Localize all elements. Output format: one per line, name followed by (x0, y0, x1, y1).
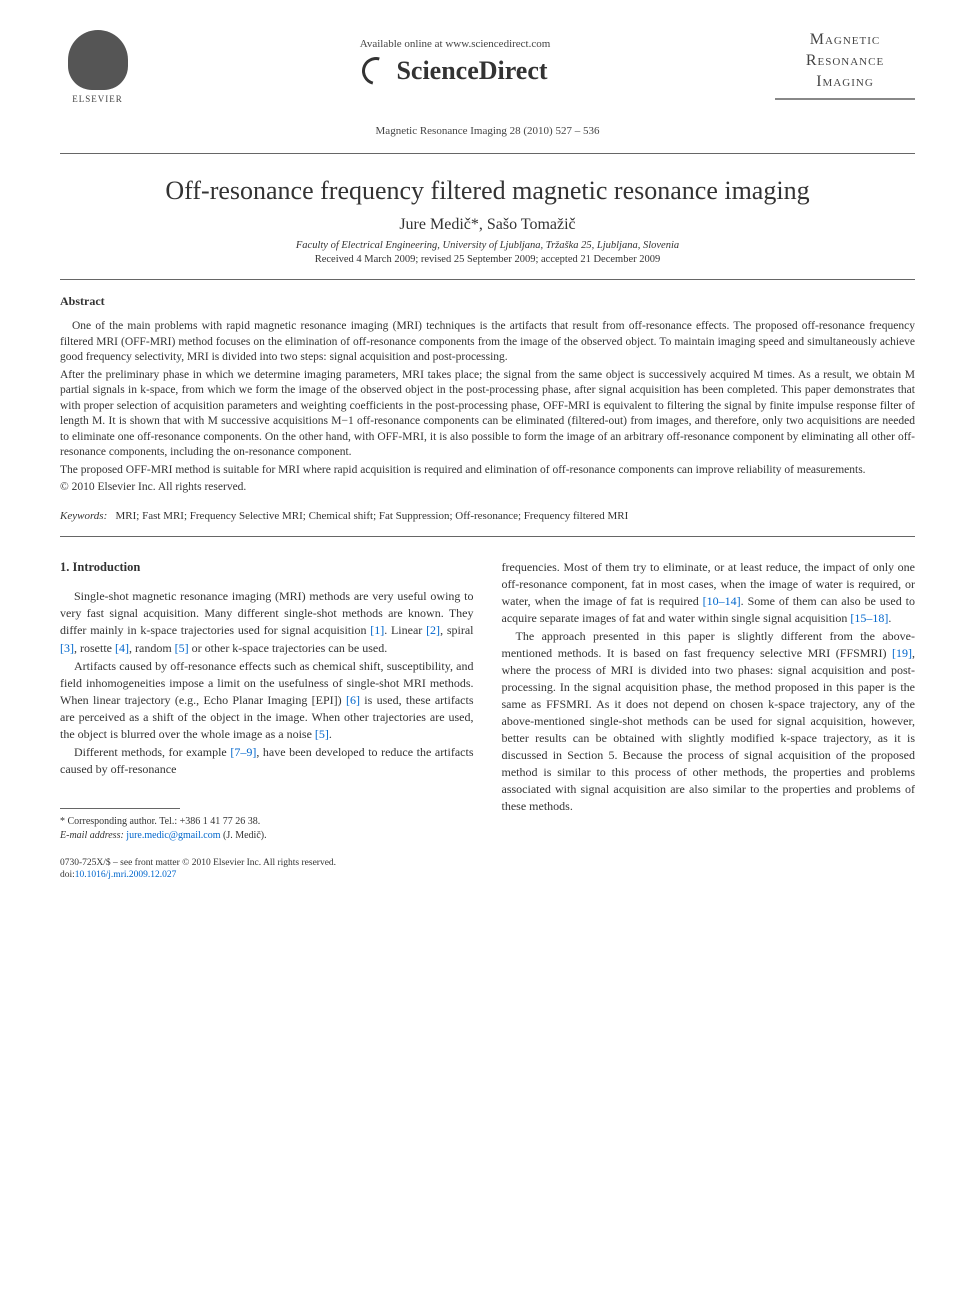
abstract-copyright: © 2010 Elsevier Inc. All rights reserved… (60, 480, 915, 496)
ref-link[interactable]: [1] (370, 623, 384, 637)
keywords-label: Keywords: (60, 510, 107, 522)
front-matter-line1: 0730-725X/$ – see front matter © 2010 El… (60, 857, 474, 869)
footnotes: * Corresponding author. Tel.: +386 1 41 … (60, 815, 474, 843)
email-line: E-mail address: jure.medic@gmail.com (J.… (60, 829, 474, 843)
journal-logo: Magnetic Resonance Imaging (775, 30, 915, 100)
abstract-p2: After the preliminary phase in which we … (60, 368, 915, 461)
email-suffix: (J. Medič). (220, 830, 266, 841)
email-link[interactable]: jure.medic@gmail.com (126, 830, 220, 841)
ref-link[interactable]: [10–14] (703, 594, 741, 608)
platform-logo: ScienceDirect (362, 56, 547, 86)
ref-link[interactable]: [4] (115, 641, 129, 655)
article-affiliation: Faculty of Electrical Engineering, Unive… (60, 240, 915, 251)
body-columns: 1. Introduction Single-shot magnetic res… (60, 559, 915, 882)
elsevier-tree-icon (68, 30, 128, 90)
doi-label: doi: (60, 870, 75, 880)
top-rule (60, 153, 915, 154)
front-matter: 0730-725X/$ – see front matter © 2010 El… (60, 857, 474, 882)
publisher-logo: ELSEVIER (60, 30, 135, 115)
ref-link[interactable]: [2] (426, 623, 440, 637)
header-row: ELSEVIER Available online at www.science… (60, 30, 915, 115)
corresponding-author: * Corresponding author. Tel.: +386 1 41 … (60, 815, 474, 829)
article-dates: Received 4 March 2009; revised 25 Septem… (60, 254, 915, 265)
body-left-p2: Artifacts caused by off-resonance effect… (60, 658, 474, 743)
doi-link[interactable]: 10.1016/j.mri.2009.12.027 (75, 870, 177, 880)
keywords-block: Keywords: MRI; Fast MRI; Frequency Selec… (60, 510, 915, 522)
publisher-logo-text: ELSEVIER (72, 94, 123, 104)
abstract-label: Abstract (60, 294, 915, 309)
ref-link[interactable]: [15–18] (850, 611, 888, 625)
abstract-body: One of the main problems with rapid magn… (60, 319, 915, 496)
abstract-p3: The proposed OFF-MRI method is suitable … (60, 463, 915, 479)
ref-link[interactable]: [5] (175, 641, 189, 655)
body-left-p3: Different methods, for example [7–9], ha… (60, 744, 474, 778)
journal-name-line1: Magnetic (775, 30, 915, 51)
email-label: E-mail address: (60, 830, 124, 841)
article-authors: Jure Medič*, Sašo Tomažič (60, 216, 915, 234)
right-column: frequencies. Most of them try to elimina… (502, 559, 916, 882)
body-right-p2: The approach presented in this paper is … (502, 628, 916, 815)
platform-name: ScienceDirect (396, 56, 547, 86)
journal-name-line3: Imaging (775, 72, 915, 93)
article-title: Off-resonance frequency filtered magneti… (60, 176, 915, 206)
ref-link[interactable]: [5] (315, 727, 329, 741)
ref-link[interactable]: [19] (892, 646, 912, 660)
keywords-text: MRI; Fast MRI; Frequency Selective MRI; … (116, 510, 629, 522)
doi-line: doi:10.1016/j.mri.2009.12.027 (60, 869, 474, 881)
mid-rule-1 (60, 279, 915, 280)
journal-name-line2: Resonance (775, 51, 915, 72)
body-left-p1: Single-shot magnetic resonance imaging (… (60, 588, 474, 656)
section-1-heading: 1. Introduction (60, 559, 474, 577)
mid-rule-2 (60, 536, 915, 537)
ref-link[interactable]: [7–9] (230, 745, 256, 759)
center-header: Available online at www.sciencedirect.co… (135, 30, 775, 90)
available-online-text: Available online at www.sciencedirect.co… (135, 38, 775, 50)
left-column: 1. Introduction Single-shot magnetic res… (60, 559, 474, 882)
ref-link[interactable]: [6] (346, 693, 360, 707)
abstract-p1: One of the main problems with rapid magn… (60, 319, 915, 366)
footnote-rule (60, 808, 180, 809)
citation-line: Magnetic Resonance Imaging 28 (2010) 527… (60, 125, 915, 137)
body-right-p1: frequencies. Most of them try to elimina… (502, 559, 916, 627)
sciencedirect-swoosh-icon (357, 52, 395, 90)
ref-link[interactable]: [3] (60, 641, 74, 655)
